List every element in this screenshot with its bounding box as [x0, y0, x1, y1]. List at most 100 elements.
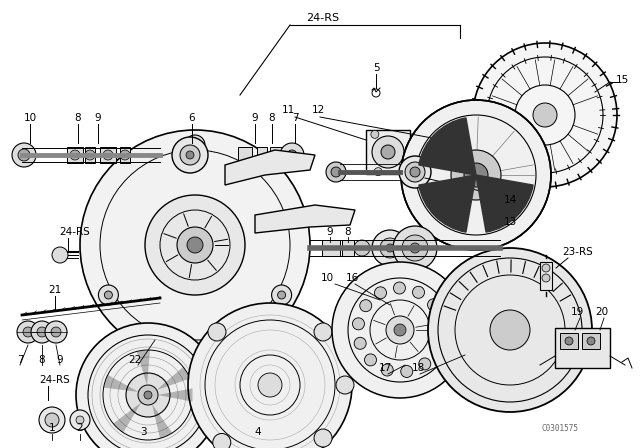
Polygon shape [158, 388, 193, 402]
Circle shape [401, 366, 413, 378]
Circle shape [353, 318, 364, 330]
Circle shape [432, 142, 448, 158]
Circle shape [76, 416, 84, 424]
Circle shape [177, 227, 213, 263]
Circle shape [374, 168, 382, 176]
Circle shape [473, 43, 617, 187]
Circle shape [208, 323, 226, 341]
Text: 4: 4 [255, 427, 261, 437]
Circle shape [31, 321, 53, 343]
Circle shape [405, 162, 425, 182]
Circle shape [188, 303, 352, 448]
Text: 19: 19 [570, 307, 584, 317]
Circle shape [372, 136, 404, 168]
Circle shape [172, 137, 208, 173]
Text: 9: 9 [95, 113, 101, 123]
Circle shape [180, 145, 200, 165]
Circle shape [372, 230, 408, 266]
Circle shape [406, 144, 413, 152]
Circle shape [336, 376, 354, 394]
Circle shape [138, 385, 158, 405]
Circle shape [212, 434, 231, 448]
Circle shape [103, 150, 113, 160]
Circle shape [314, 323, 332, 341]
Text: 22: 22 [129, 355, 141, 365]
Text: 8: 8 [38, 355, 45, 365]
Text: 24-RS: 24-RS [60, 227, 90, 237]
Bar [366, 130, 410, 174]
Circle shape [428, 248, 592, 412]
Circle shape [126, 373, 170, 417]
Circle shape [18, 149, 30, 161]
Circle shape [23, 327, 33, 337]
Circle shape [542, 264, 550, 272]
Bar [362, 240, 382, 256]
Circle shape [314, 429, 332, 447]
Bar [342, 240, 354, 256]
Circle shape [85, 150, 95, 160]
Bar [67, 147, 83, 163]
Circle shape [51, 327, 61, 337]
Text: 9: 9 [57, 355, 63, 365]
Text: 18: 18 [412, 363, 424, 373]
Circle shape [70, 150, 80, 160]
Circle shape [393, 226, 437, 270]
Text: 9: 9 [326, 227, 333, 237]
Circle shape [428, 299, 440, 311]
Circle shape [145, 195, 245, 295]
Polygon shape [104, 375, 138, 392]
Circle shape [185, 135, 205, 155]
Text: 17: 17 [378, 363, 392, 373]
Circle shape [371, 130, 379, 138]
Circle shape [76, 323, 220, 448]
Bar [560, 333, 578, 349]
Text: 10: 10 [24, 113, 36, 123]
Text: 23-RS: 23-RS [563, 247, 593, 257]
Circle shape [374, 287, 387, 299]
Circle shape [381, 145, 395, 159]
Bar [322, 240, 340, 256]
Polygon shape [225, 150, 315, 185]
Circle shape [406, 148, 414, 156]
Circle shape [12, 143, 36, 167]
Circle shape [280, 143, 304, 167]
Text: C0301575: C0301575 [541, 423, 579, 432]
Text: 1: 1 [49, 423, 55, 433]
Circle shape [354, 337, 366, 349]
Circle shape [565, 337, 573, 345]
Circle shape [70, 410, 90, 430]
Circle shape [271, 285, 292, 305]
Bar [289, 147, 301, 163]
Circle shape [413, 286, 424, 298]
Circle shape [401, 100, 551, 250]
Wedge shape [419, 175, 476, 232]
Bar [238, 147, 252, 163]
Circle shape [120, 150, 130, 160]
Circle shape [354, 240, 370, 256]
Bar [380, 240, 394, 256]
Circle shape [99, 285, 118, 305]
Circle shape [39, 407, 65, 433]
Text: 13: 13 [504, 217, 516, 227]
Circle shape [332, 262, 468, 398]
Bar [555, 328, 610, 368]
Text: 8: 8 [75, 113, 81, 123]
Circle shape [451, 150, 501, 200]
Circle shape [380, 238, 400, 258]
Polygon shape [113, 402, 141, 433]
Bar [120, 147, 130, 163]
Circle shape [360, 300, 372, 312]
Text: 24-RS: 24-RS [40, 375, 70, 385]
Circle shape [410, 243, 420, 253]
Bar [582, 333, 600, 349]
Circle shape [381, 364, 393, 376]
Text: 6: 6 [189, 113, 195, 123]
Circle shape [402, 235, 428, 261]
Text: 8: 8 [269, 113, 275, 123]
Circle shape [394, 324, 406, 336]
Circle shape [542, 274, 550, 282]
Circle shape [419, 358, 431, 370]
Circle shape [144, 391, 152, 399]
Circle shape [37, 327, 47, 337]
Circle shape [587, 337, 595, 345]
